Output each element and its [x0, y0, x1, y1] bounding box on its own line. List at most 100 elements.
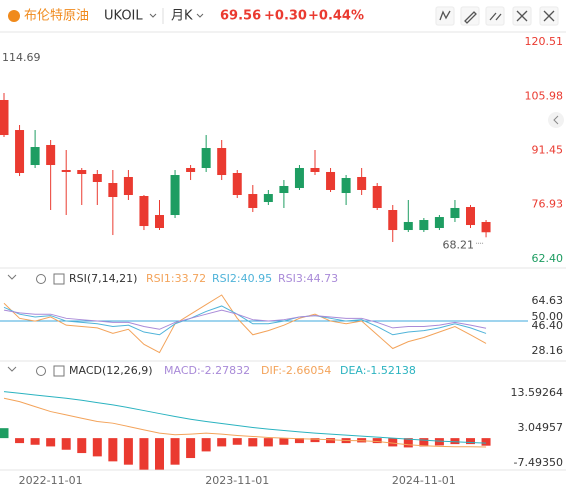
- rsi-tick-label: 50.00: [532, 310, 564, 323]
- candle-body: [46, 144, 56, 166]
- collapse-button[interactable]: [548, 112, 564, 128]
- candle-body: [0, 99, 9, 136]
- candle-body: [248, 194, 258, 208]
- candle-body: [481, 221, 491, 233]
- candle-body: [186, 167, 196, 172]
- macd-histogram-bar: [450, 438, 460, 445]
- candle-body: [310, 167, 320, 172]
- price-change-pct: +0.44%: [308, 9, 364, 24]
- select-icon[interactable]: [53, 365, 65, 377]
- candle-body: [403, 221, 413, 231]
- rsi-line: [3, 309, 487, 330]
- candle-body: [123, 176, 133, 195]
- candle-body: [419, 220, 429, 231]
- candle-body: [30, 147, 40, 166]
- macd-histogram-bar: [123, 438, 133, 465]
- candle-body: [341, 178, 351, 194]
- macd-histogram-bar: [139, 438, 149, 470]
- collapse-arrow[interactable]: [7, 274, 17, 280]
- candle-body: [61, 170, 71, 172]
- candle-body: [108, 183, 118, 198]
- macd-histogram-bar: [481, 438, 491, 446]
- rsi-header: RSI(7,14,21): [7, 272, 137, 285]
- rsi-title: RSI(7,14,21): [69, 272, 137, 285]
- candle-body: [466, 207, 475, 226]
- rsi-tick-label: 28.16: [532, 344, 564, 357]
- rsi-line: [3, 294, 487, 354]
- macd-histogram-bar: [326, 438, 336, 444]
- select-icon[interactable]: [53, 273, 65, 285]
- legend-entry: RSI3:44.73: [278, 272, 338, 285]
- candle-body: [139, 196, 149, 227]
- candle-body: [77, 170, 87, 175]
- max-label: 114.69: [2, 51, 41, 64]
- macd-histogram-bar: [0, 428, 9, 439]
- candle-body: [434, 217, 444, 229]
- candle-body: [217, 148, 227, 176]
- macd-header: MACD(12,26,9): [7, 364, 153, 377]
- candle-body: [294, 167, 304, 189]
- macd-title: MACD(12,26,9): [69, 364, 153, 377]
- macd-histogram-bar: [248, 438, 258, 447]
- candle-body: [170, 175, 180, 216]
- macd-histogram-bar: [61, 438, 71, 450]
- collapse-arrow[interactable]: [7, 366, 17, 372]
- close-icon: [543, 10, 555, 22]
- dropdown-arrow[interactable]: [196, 13, 204, 18]
- rsi-tick-label: 64.63: [532, 294, 564, 307]
- settings-icon[interactable]: [36, 274, 46, 284]
- fullscreen-icon: [516, 10, 528, 22]
- macd-histogram-bar: [434, 438, 444, 446]
- min-label: 68.21: [443, 238, 475, 251]
- candle-body: [155, 215, 164, 229]
- macd-tick-label: 13.59264: [511, 386, 564, 399]
- macd-histogram-bar: [30, 438, 40, 445]
- macd-histogram-bar: [279, 438, 289, 445]
- candle-body: [450, 207, 460, 218]
- dropdown-arrow[interactable]: [149, 13, 157, 18]
- x-tick-label: 2024-11-01: [392, 474, 456, 487]
- candle-body: [357, 176, 367, 190]
- candle-body: [201, 148, 211, 168]
- x-tick-label: 2023-11-01: [205, 474, 269, 487]
- price-tick-label: 62.40: [532, 252, 564, 265]
- macd-histogram-bar: [419, 438, 429, 447]
- last-price: 69.56: [220, 9, 261, 24]
- candle-body: [279, 185, 289, 194]
- instrument-symbol[interactable]: UKOIL: [104, 9, 143, 24]
- macd-histogram-bar: [217, 438, 227, 447]
- candle-body: [326, 171, 336, 190]
- settings-icon[interactable]: [36, 366, 46, 376]
- price-tick-label: 120.51: [525, 35, 564, 48]
- macd-histogram-bar: [294, 438, 304, 444]
- macd-histogram-bar: [108, 438, 118, 462]
- period[interactable]: 月K: [171, 9, 193, 24]
- price-tick-label: 105.98: [525, 89, 564, 102]
- macd-line: [3, 391, 487, 444]
- legend-entry: MACD:-2.27832: [164, 364, 250, 377]
- price-change: +0.30: [264, 9, 307, 24]
- macd-histogram-bar: [46, 438, 56, 447]
- macd-histogram-bar: [170, 438, 180, 465]
- candle-body: [15, 130, 25, 173]
- macd-tick-label: 3.04957: [518, 421, 564, 434]
- tools-button[interactable]: [485, 6, 505, 26]
- macd-histogram-bar: [466, 438, 475, 445]
- macd-histogram-bar: [186, 438, 196, 459]
- macd-tick-label: -7.49350: [514, 456, 563, 469]
- header: 布伦特原油 UKOIL 月K 69.56 +0.30 +0.44%: [0, 6, 566, 33]
- macd-histogram-bar: [92, 438, 102, 457]
- rsi-tick-label: 46.40: [532, 319, 564, 332]
- macd-histogram-bar: [155, 438, 164, 470]
- legend-entry: DIF:-2.66054: [261, 364, 331, 377]
- legend-entry: RSI1:33.72: [146, 272, 206, 285]
- instrument-name: 布伦特原油: [24, 9, 89, 24]
- macd-histogram-bar: [403, 438, 413, 448]
- price-tick-label: 91.45: [532, 144, 564, 157]
- macd-histogram-bar: [201, 438, 211, 452]
- legend-entry: DEA:-1.52138: [340, 364, 416, 377]
- macd-histogram-bar: [310, 438, 320, 443]
